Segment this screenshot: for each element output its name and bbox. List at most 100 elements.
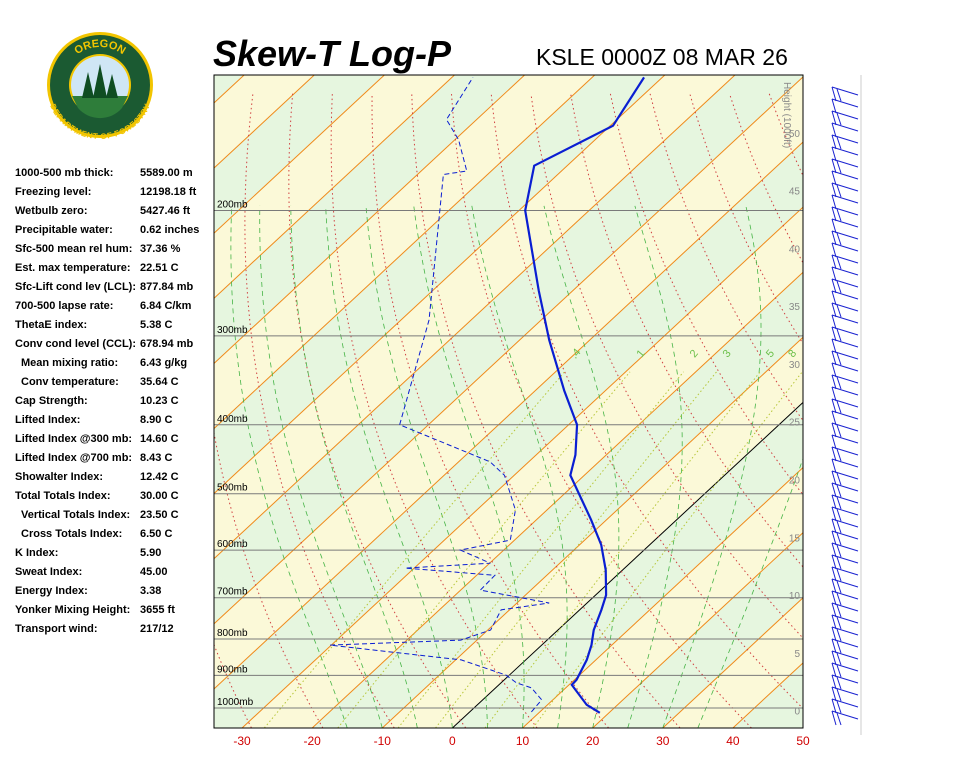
x-tick-label: 10 bbox=[516, 734, 530, 748]
index-label: ThetaE index: bbox=[15, 319, 87, 331]
barb-staff bbox=[831, 206, 859, 216]
index-value: 5.90 bbox=[140, 547, 161, 559]
moist-adiabat bbox=[290, 205, 418, 728]
barb-staff bbox=[831, 98, 859, 108]
index-value: 3.38 bbox=[140, 585, 161, 597]
mixing-ratio-line bbox=[484, 371, 761, 728]
barb-flag bbox=[836, 652, 842, 666]
logo-tree bbox=[106, 74, 118, 98]
y-tick-label: 400mb bbox=[217, 414, 248, 425]
barb-flag bbox=[836, 136, 842, 150]
y2-tick-label: 5 bbox=[794, 649, 800, 660]
index-value: 3655 ft bbox=[140, 604, 175, 616]
barb-flag bbox=[836, 688, 842, 702]
barb-flag bbox=[831, 254, 837, 270]
barb-flag bbox=[836, 352, 842, 366]
y-tick-label: 600mb bbox=[217, 539, 248, 550]
barb-flag bbox=[831, 638, 837, 654]
barb-staff bbox=[831, 494, 859, 504]
barb-staff bbox=[831, 458, 859, 468]
barb-flag bbox=[836, 712, 842, 726]
barb-flag bbox=[836, 616, 842, 630]
barb-staff bbox=[831, 662, 859, 672]
barb-staff bbox=[831, 398, 859, 408]
barb-flag bbox=[836, 508, 842, 522]
barb-flag bbox=[831, 662, 837, 678]
isotherm bbox=[214, 75, 455, 299]
barb-flag bbox=[836, 580, 842, 594]
x-tick-label: 20 bbox=[586, 734, 600, 748]
isotherm bbox=[214, 75, 666, 495]
barb-flag bbox=[831, 650, 837, 666]
barb-flag bbox=[831, 458, 837, 474]
dry-adiabat bbox=[609, 93, 803, 496]
isotherm-grid-line bbox=[592, 532, 803, 728]
isotherm bbox=[214, 75, 736, 560]
index-label: Cap Strength: bbox=[15, 395, 88, 407]
index-value: 30.00 C bbox=[140, 490, 179, 502]
index-value: 35.64 C bbox=[140, 376, 179, 388]
barb-staff bbox=[831, 614, 859, 624]
index-value: 12198.18 ft bbox=[140, 186, 197, 198]
index-value: 6.84 C/km bbox=[140, 300, 192, 312]
barb-staff bbox=[831, 146, 859, 156]
barb-flag bbox=[831, 338, 837, 354]
isotherm-band bbox=[803, 75, 960, 728]
dry-adiabat bbox=[244, 93, 395, 728]
barb-flag bbox=[836, 280, 842, 294]
barb-flag bbox=[836, 556, 842, 570]
logo-text: OREGON bbox=[72, 38, 127, 57]
barb-staff bbox=[831, 674, 859, 684]
dry-adiabat bbox=[214, 430, 324, 728]
barb-flag bbox=[831, 710, 837, 726]
index-value: 8.43 C bbox=[140, 452, 172, 464]
logo: OREGON DEPARTMENT OF FORESTRY bbox=[47, 32, 153, 141]
y-tick-label: 900mb bbox=[217, 664, 248, 675]
barb-flag bbox=[831, 374, 837, 390]
index-label: Sfc-500 mean rel hum: bbox=[15, 243, 132, 255]
dewpoint-line bbox=[329, 77, 550, 713]
mixing-ratio-line bbox=[532, 371, 803, 728]
barb-staff bbox=[831, 566, 859, 576]
barb-staff bbox=[831, 242, 859, 252]
barb-staff bbox=[831, 134, 859, 144]
index-label: Sfc-Lift cond lev (LCL): bbox=[15, 281, 136, 293]
barb-flag bbox=[831, 494, 837, 510]
isotherm-band bbox=[214, 76, 803, 689]
y-tick-label: 700mb bbox=[217, 587, 248, 598]
mixing-ratio-line bbox=[337, 371, 631, 728]
moist-adiabat bbox=[413, 205, 525, 728]
barb-staff bbox=[831, 290, 859, 300]
index-value: 23.50 C bbox=[140, 509, 179, 521]
barb-flag bbox=[831, 206, 837, 222]
barb-flag bbox=[836, 640, 842, 654]
index-label: K Index: bbox=[15, 547, 58, 559]
y2-tick-label: 50 bbox=[789, 129, 801, 140]
index-label: Mean mixing ratio: bbox=[21, 357, 118, 369]
barb-flag bbox=[831, 122, 837, 138]
isotherm bbox=[873, 75, 960, 728]
barb-flag bbox=[831, 158, 837, 174]
wind-barbs bbox=[831, 86, 859, 726]
barb-flag bbox=[836, 376, 842, 390]
barb-staff bbox=[831, 410, 859, 420]
isotherm-grid-line bbox=[381, 336, 803, 728]
barb-flag bbox=[831, 614, 837, 630]
y2-tick-label: 35 bbox=[789, 302, 801, 313]
x-tick-label: -30 bbox=[233, 734, 251, 748]
plot-background bbox=[214, 75, 960, 728]
moist-adiabat bbox=[230, 205, 348, 728]
barb-flag bbox=[836, 448, 842, 462]
barb-staff bbox=[831, 194, 859, 204]
barb-staff bbox=[831, 422, 859, 432]
y2-tick-label: 40 bbox=[789, 244, 801, 255]
isotherm-grid-line bbox=[311, 271, 803, 728]
barb-staff bbox=[831, 470, 859, 480]
y-tick-label: 200mb bbox=[217, 200, 248, 211]
chart-subtitle: KSLE 0000Z 08 MAR 26 bbox=[536, 44, 788, 70]
index-value: 5427.46 ft bbox=[140, 205, 190, 217]
barb-staff bbox=[831, 374, 859, 384]
barb-flag bbox=[831, 554, 837, 570]
